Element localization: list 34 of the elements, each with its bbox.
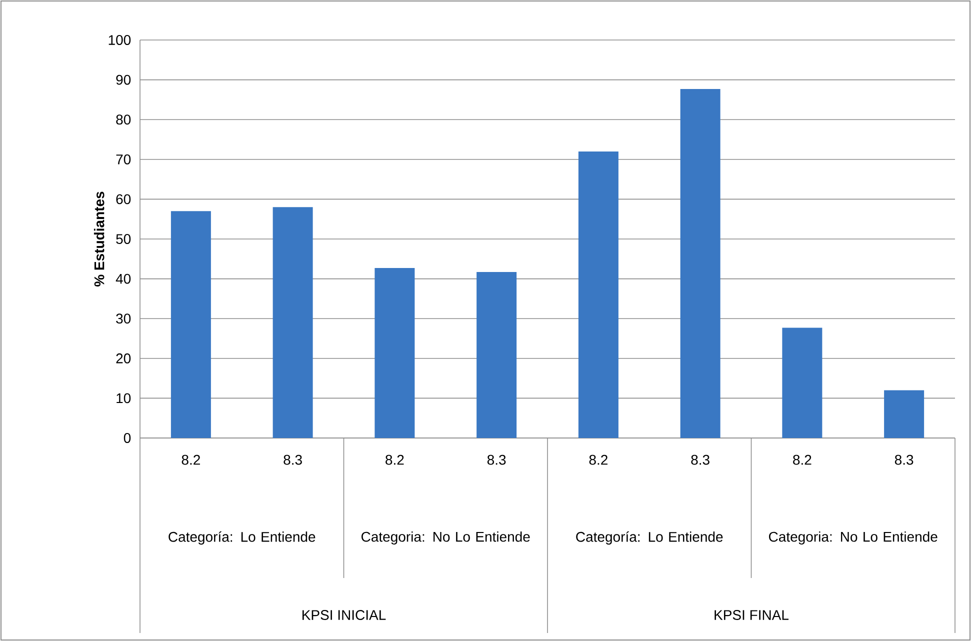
bar <box>374 268 415 438</box>
x-tick-label: 8.3 <box>894 454 914 465</box>
y-axis-title: % Estudiantes <box>94 192 104 286</box>
text: Categoría: Lo Entiende <box>168 531 316 545</box>
y-tick-label: 60 <box>116 194 131 204</box>
y-tick-label: 90 <box>116 74 131 85</box>
text: Categoria: No Lo Entiende <box>769 531 938 545</box>
y-tick-label: 50 <box>116 234 131 244</box>
text: Categoria: No Lo Entiende <box>362 531 530 545</box>
y-tick-label: 10 <box>116 393 131 404</box>
x-tick-label: 8.3 <box>691 454 710 465</box>
x-tick-label: 8.3 <box>284 454 302 465</box>
y-tick-label: 80 <box>116 114 131 125</box>
y-tick-label: 100 <box>108 35 131 45</box>
y-tick-label: 20 <box>116 353 131 364</box>
bar <box>782 328 822 438</box>
x-tick-label: 8.2 <box>386 454 404 465</box>
x-tick-label: 8.3 <box>487 454 506 465</box>
bar <box>170 211 211 438</box>
x-tick-label: 8.2 <box>182 454 200 465</box>
bar <box>272 207 313 438</box>
text: KPSI FINAL <box>714 610 789 620</box>
y-tick-label: 70 <box>116 154 131 164</box>
text: Categoría: Lo Entiende <box>576 531 723 545</box>
bar <box>680 88 720 438</box>
x-tick-label: 8.2 <box>793 454 812 465</box>
bar <box>884 390 924 438</box>
bar <box>578 151 618 438</box>
x-tick-label: 8.2 <box>589 454 608 465</box>
y-tick-label: 30 <box>116 314 131 324</box>
y-tick-label: 0 <box>124 433 131 443</box>
y-tick-label: 40 <box>116 274 131 284</box>
bar <box>476 272 517 438</box>
text: KPSI INICIAL <box>302 610 386 620</box>
